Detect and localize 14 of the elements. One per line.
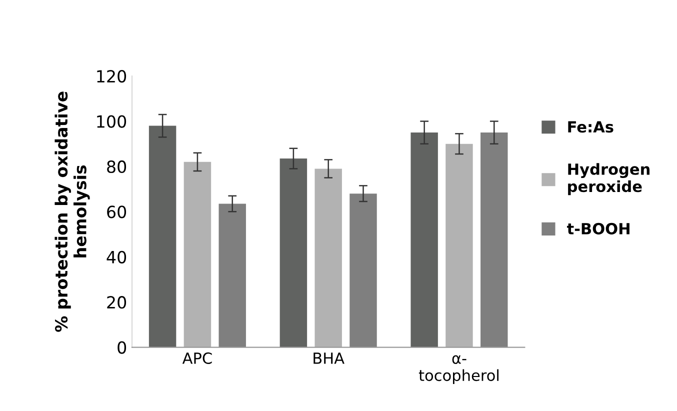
y-axis-title: % protection by oxidative hemolysis — [54, 92, 90, 332]
legend-label: Hydrogen peroxide — [568, 163, 650, 196]
x-tick-label: BHA — [314, 352, 344, 364]
x-tick-label: α- tocopherol — [418, 355, 498, 384]
y-tick-label: 120 — [97, 70, 126, 83]
y-tick-label: 100 — [97, 115, 126, 128]
x-tick-label: APC — [182, 352, 212, 364]
y-tick-label: 20 — [107, 296, 126, 309]
y-tick-label: 60 — [107, 206, 126, 218]
y-tick-label: 80 — [107, 160, 126, 174]
legend-label: t-BOOH — [566, 222, 630, 234]
y-tick-label: 0 — [118, 341, 126, 354]
legend-label: Fe:As — [568, 121, 614, 133]
y-tick-label: 40 — [106, 250, 126, 264]
